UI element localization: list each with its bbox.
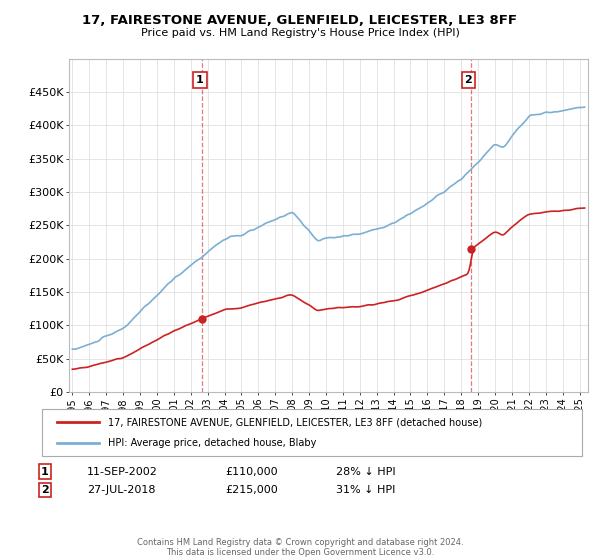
Text: £215,000: £215,000: [225, 485, 278, 495]
Text: 2: 2: [41, 485, 49, 495]
Text: HPI: Average price, detached house, Blaby: HPI: Average price, detached house, Blab…: [108, 438, 316, 448]
Text: 31% ↓ HPI: 31% ↓ HPI: [336, 485, 395, 495]
Text: £110,000: £110,000: [225, 466, 278, 477]
Text: 2: 2: [464, 75, 472, 85]
Text: Price paid vs. HM Land Registry's House Price Index (HPI): Price paid vs. HM Land Registry's House …: [140, 28, 460, 38]
Text: 1: 1: [41, 466, 49, 477]
Text: 28% ↓ HPI: 28% ↓ HPI: [336, 466, 395, 477]
Text: 27-JUL-2018: 27-JUL-2018: [87, 485, 155, 495]
Text: 1: 1: [196, 75, 204, 85]
Text: 17, FAIRESTONE AVENUE, GLENFIELD, LEICESTER, LE3 8FF (detached house): 17, FAIRESTONE AVENUE, GLENFIELD, LEICES…: [108, 417, 482, 427]
Text: 11-SEP-2002: 11-SEP-2002: [87, 466, 158, 477]
Text: Contains HM Land Registry data © Crown copyright and database right 2024.
This d: Contains HM Land Registry data © Crown c…: [137, 538, 463, 557]
Text: 17, FAIRESTONE AVENUE, GLENFIELD, LEICESTER, LE3 8FF: 17, FAIRESTONE AVENUE, GLENFIELD, LEICES…: [83, 14, 517, 27]
